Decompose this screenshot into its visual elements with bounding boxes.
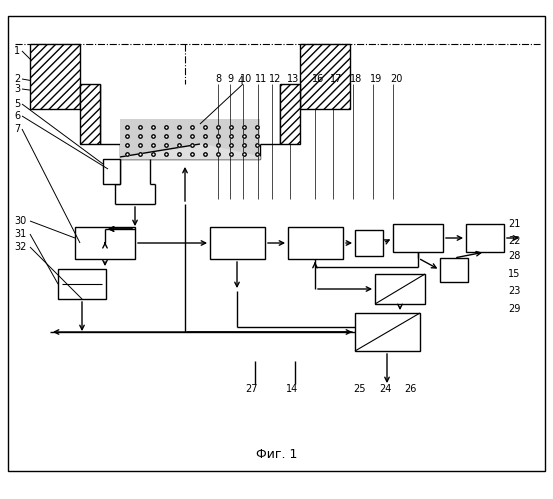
Text: 14: 14 — [286, 384, 298, 394]
Text: 15: 15 — [508, 269, 520, 279]
Text: 10: 10 — [240, 74, 252, 84]
Bar — [300, 44, 350, 109]
Text: 31: 31 — [14, 229, 26, 239]
Text: 11: 11 — [255, 74, 267, 84]
Text: 32: 32 — [14, 242, 27, 252]
Text: 25: 25 — [354, 384, 366, 394]
Text: Фиг. 1: Фиг. 1 — [256, 448, 298, 461]
Bar — [58, 269, 106, 299]
Text: 6: 6 — [14, 111, 20, 121]
Bar — [375, 274, 425, 304]
Text: 19: 19 — [370, 74, 382, 84]
Bar — [355, 230, 383, 256]
Text: 28: 28 — [508, 251, 520, 261]
Bar — [30, 44, 80, 109]
Bar — [466, 224, 504, 252]
Bar — [75, 227, 135, 259]
Polygon shape — [120, 144, 260, 159]
Bar — [280, 84, 300, 144]
Text: 24: 24 — [379, 384, 391, 394]
Text: 4: 4 — [238, 76, 244, 86]
Text: 5: 5 — [14, 99, 20, 109]
Text: 13: 13 — [287, 74, 299, 84]
Bar — [80, 84, 100, 144]
Text: 30: 30 — [14, 216, 26, 226]
Text: 21: 21 — [508, 219, 520, 229]
Text: 2: 2 — [14, 74, 20, 84]
Bar — [103, 159, 120, 184]
Bar — [393, 224, 443, 252]
Text: 29: 29 — [508, 304, 520, 314]
Text: 16: 16 — [312, 74, 324, 84]
Bar — [440, 258, 468, 282]
Text: 7: 7 — [14, 124, 20, 134]
Text: 3: 3 — [14, 84, 20, 94]
Text: 8: 8 — [215, 74, 221, 84]
Text: 22: 22 — [508, 236, 520, 246]
Bar — [210, 227, 265, 259]
Text: 23: 23 — [508, 286, 520, 296]
Text: 18: 18 — [350, 74, 362, 84]
Bar — [288, 227, 343, 259]
Text: 12: 12 — [269, 74, 281, 84]
Text: 1: 1 — [14, 46, 20, 56]
Text: 27: 27 — [246, 384, 258, 394]
Text: 20: 20 — [390, 74, 403, 84]
Text: 9: 9 — [227, 74, 233, 84]
Bar — [355, 313, 420, 351]
Text: 17: 17 — [330, 74, 342, 84]
Bar — [120, 119, 260, 159]
Text: 26: 26 — [404, 384, 416, 394]
